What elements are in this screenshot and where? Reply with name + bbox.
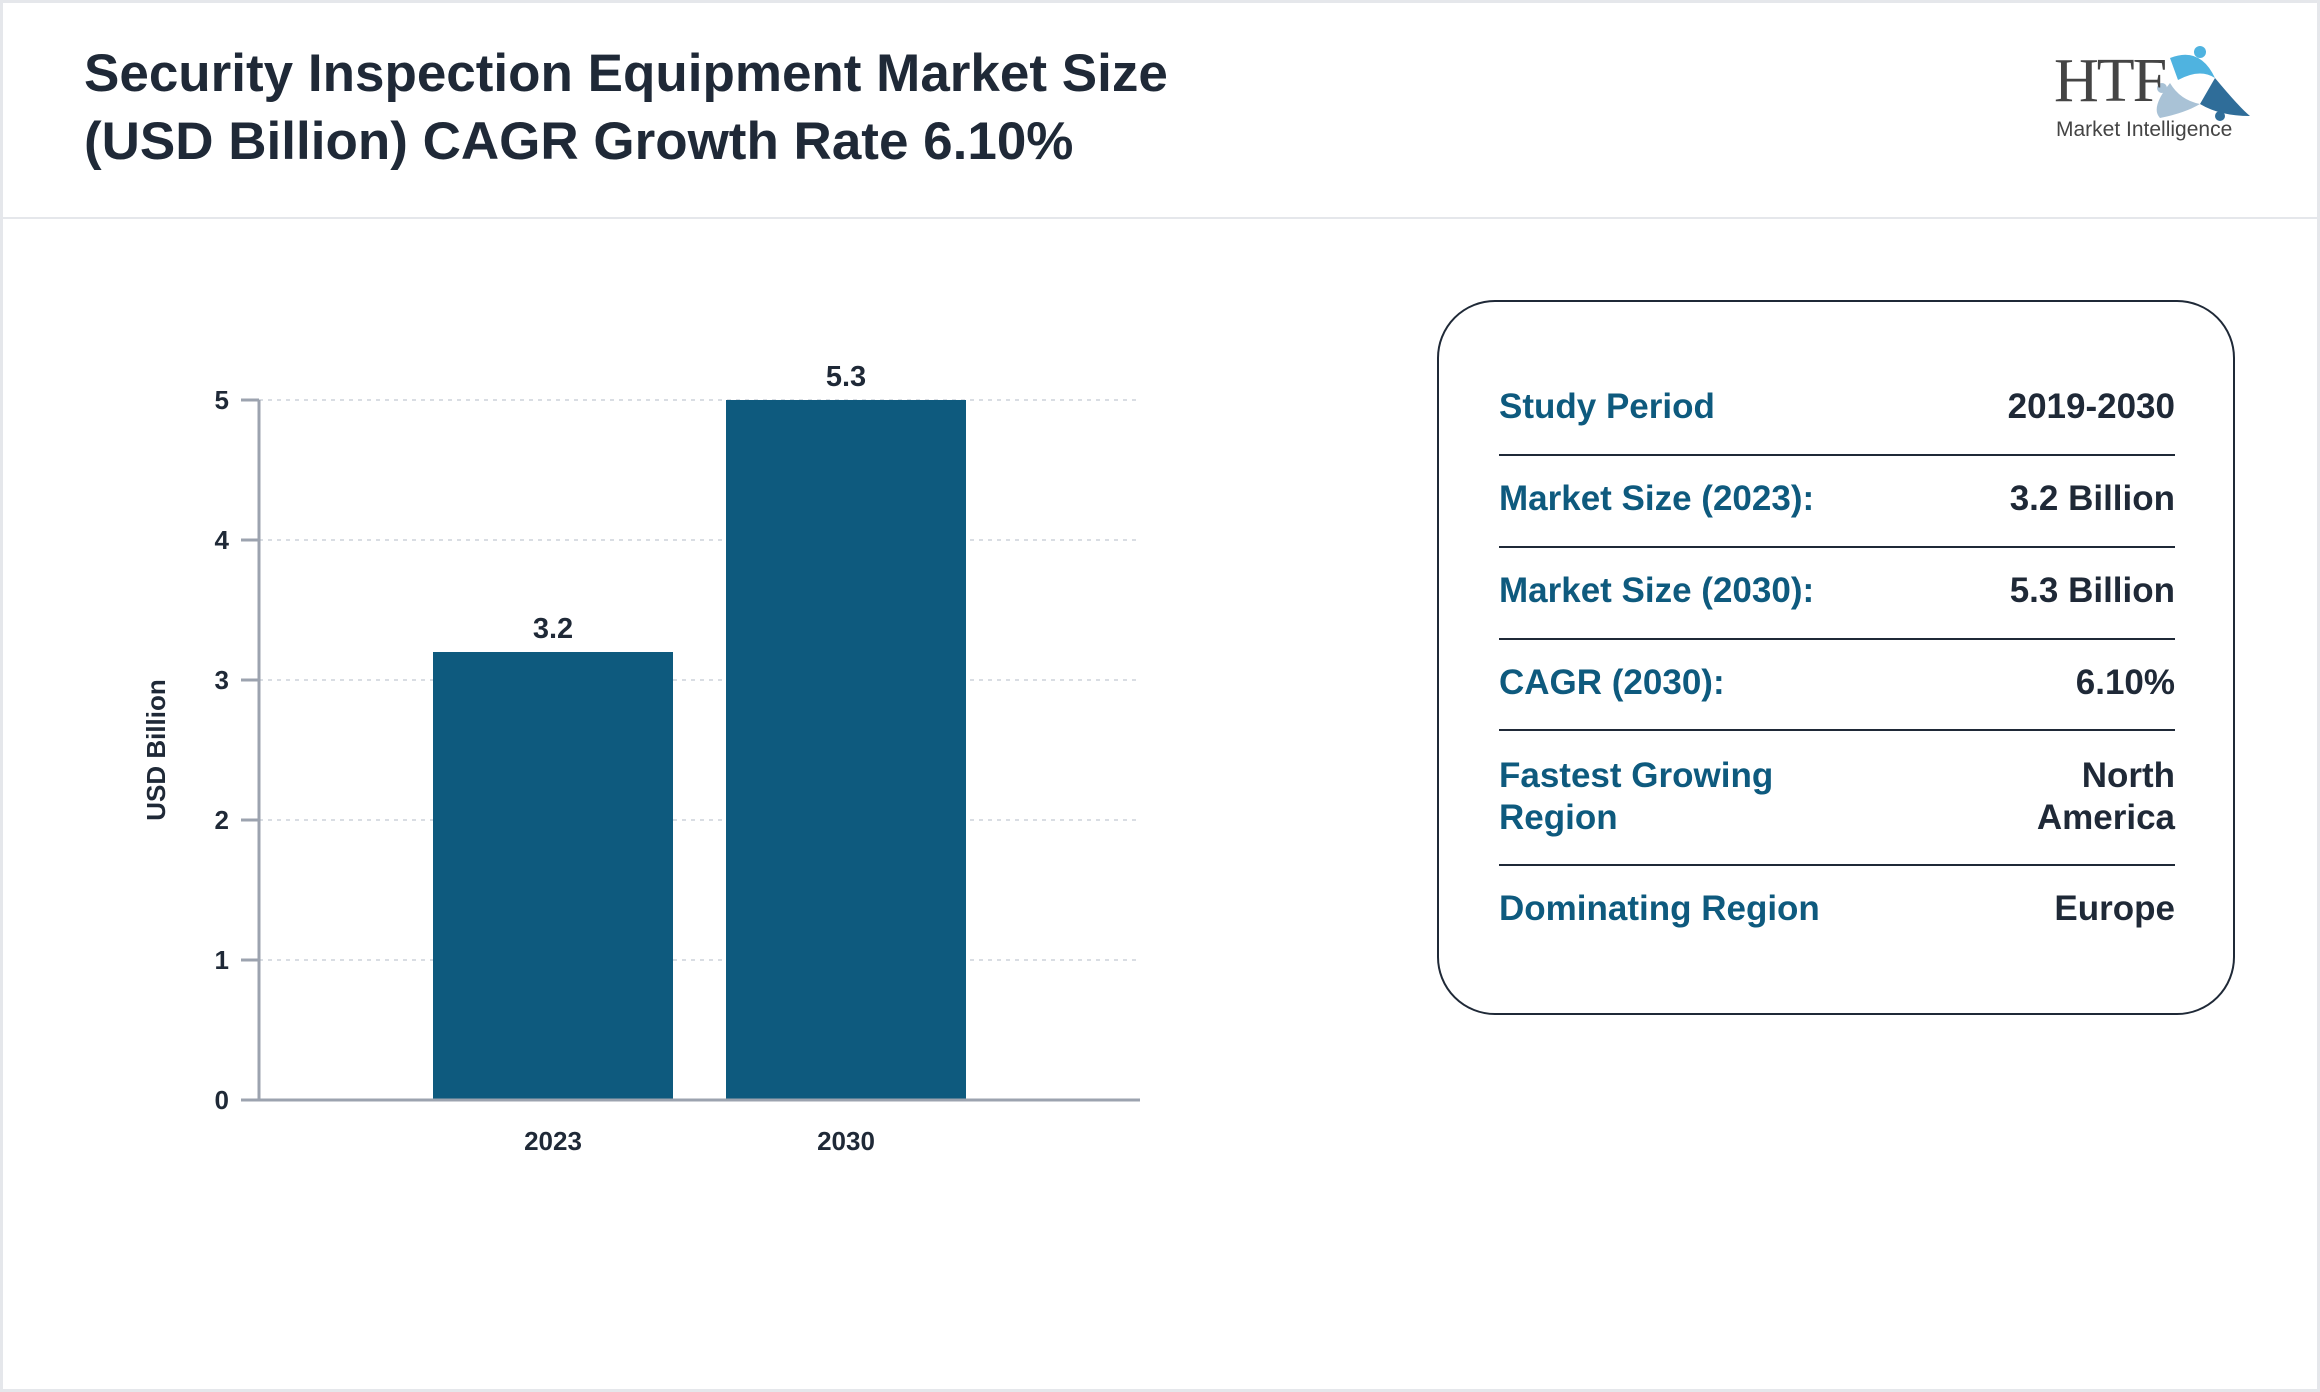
info-label: Dominating Region bbox=[1499, 889, 1820, 928]
logo-figures-icon bbox=[2156, 46, 2250, 121]
info-row-market-size-2030: Market Size (2030): 5.3 Billion bbox=[1499, 566, 2175, 616]
logo-brand: HTF bbox=[2054, 47, 2167, 115]
info-label: Fastest Growing Region bbox=[1499, 756, 1774, 837]
divider bbox=[1499, 729, 2175, 731]
info-value: 2019-2030 bbox=[2007, 387, 2175, 426]
info-value: 5.3 Billion bbox=[2009, 571, 2175, 610]
x-tick-label: 2023 bbox=[524, 1126, 582, 1156]
data-label: 5.3 bbox=[826, 361, 866, 393]
info-label: Study Period bbox=[1499, 387, 1715, 426]
title-line-1: Security Inspection Equipment Market Siz… bbox=[84, 44, 1168, 103]
info-label: Market Size (2030): bbox=[1499, 571, 1815, 610]
bar-2030 bbox=[726, 400, 966, 1100]
divider bbox=[1499, 546, 2175, 548]
info-row-dominating-region: Dominating Region Europe bbox=[1499, 884, 2175, 934]
divider bbox=[1499, 864, 2175, 866]
divider bbox=[1499, 454, 2175, 456]
y-tick-label: 2 bbox=[215, 805, 229, 835]
info-value: 3.2 Billion bbox=[2009, 479, 2175, 518]
info-value: Europe bbox=[2054, 889, 2175, 928]
x-tick-label: 2030 bbox=[817, 1126, 875, 1156]
logo-tagline: Market Intelligence bbox=[2056, 118, 2233, 141]
divider bbox=[1499, 638, 2175, 640]
y-tick-label: 1 bbox=[215, 945, 229, 975]
page-title: Security Inspection Equipment Market Siz… bbox=[84, 40, 1384, 176]
info-label: Market Size (2023): bbox=[1499, 479, 1815, 518]
info-value: North America bbox=[2036, 756, 2175, 837]
data-label: 3.2 bbox=[533, 613, 573, 645]
y-tick-label: 0 bbox=[215, 1085, 229, 1115]
bar-2023 bbox=[433, 652, 673, 1100]
y-tick-label: 4 bbox=[215, 525, 230, 555]
info-label: CAGR (2030): bbox=[1499, 663, 1725, 702]
header: Security Inspection Equipment Market Siz… bbox=[0, 0, 2320, 219]
info-row-fastest-region: Fastest Growing Region North America bbox=[1499, 747, 2175, 847]
info-row-study-period: Study Period 2019-2030 bbox=[1499, 382, 2175, 432]
bar-chart: 0 1 2 3 4 5 3.2 2023 5.3 2030 USD Billion bbox=[141, 361, 1140, 1156]
info-card: Study Period 2019-2030 Market Size (2023)… bbox=[1437, 300, 2235, 1015]
title-line-2: (USD Billion) CAGR Growth Rate 6.10% bbox=[84, 112, 1074, 171]
htf-logo: HTF Market Intelligence bbox=[2050, 38, 2250, 148]
y-tick-label: 5 bbox=[215, 385, 229, 415]
info-row-market-size-2023: Market Size (2023): 3.2 Billion bbox=[1499, 474, 2175, 524]
y-tick-label: 3 bbox=[215, 665, 229, 695]
y-axis-title: USD Billion bbox=[141, 679, 171, 821]
info-value: 6.10% bbox=[2075, 663, 2175, 702]
info-row-cagr: CAGR (2030): 6.10% bbox=[1499, 658, 2175, 708]
